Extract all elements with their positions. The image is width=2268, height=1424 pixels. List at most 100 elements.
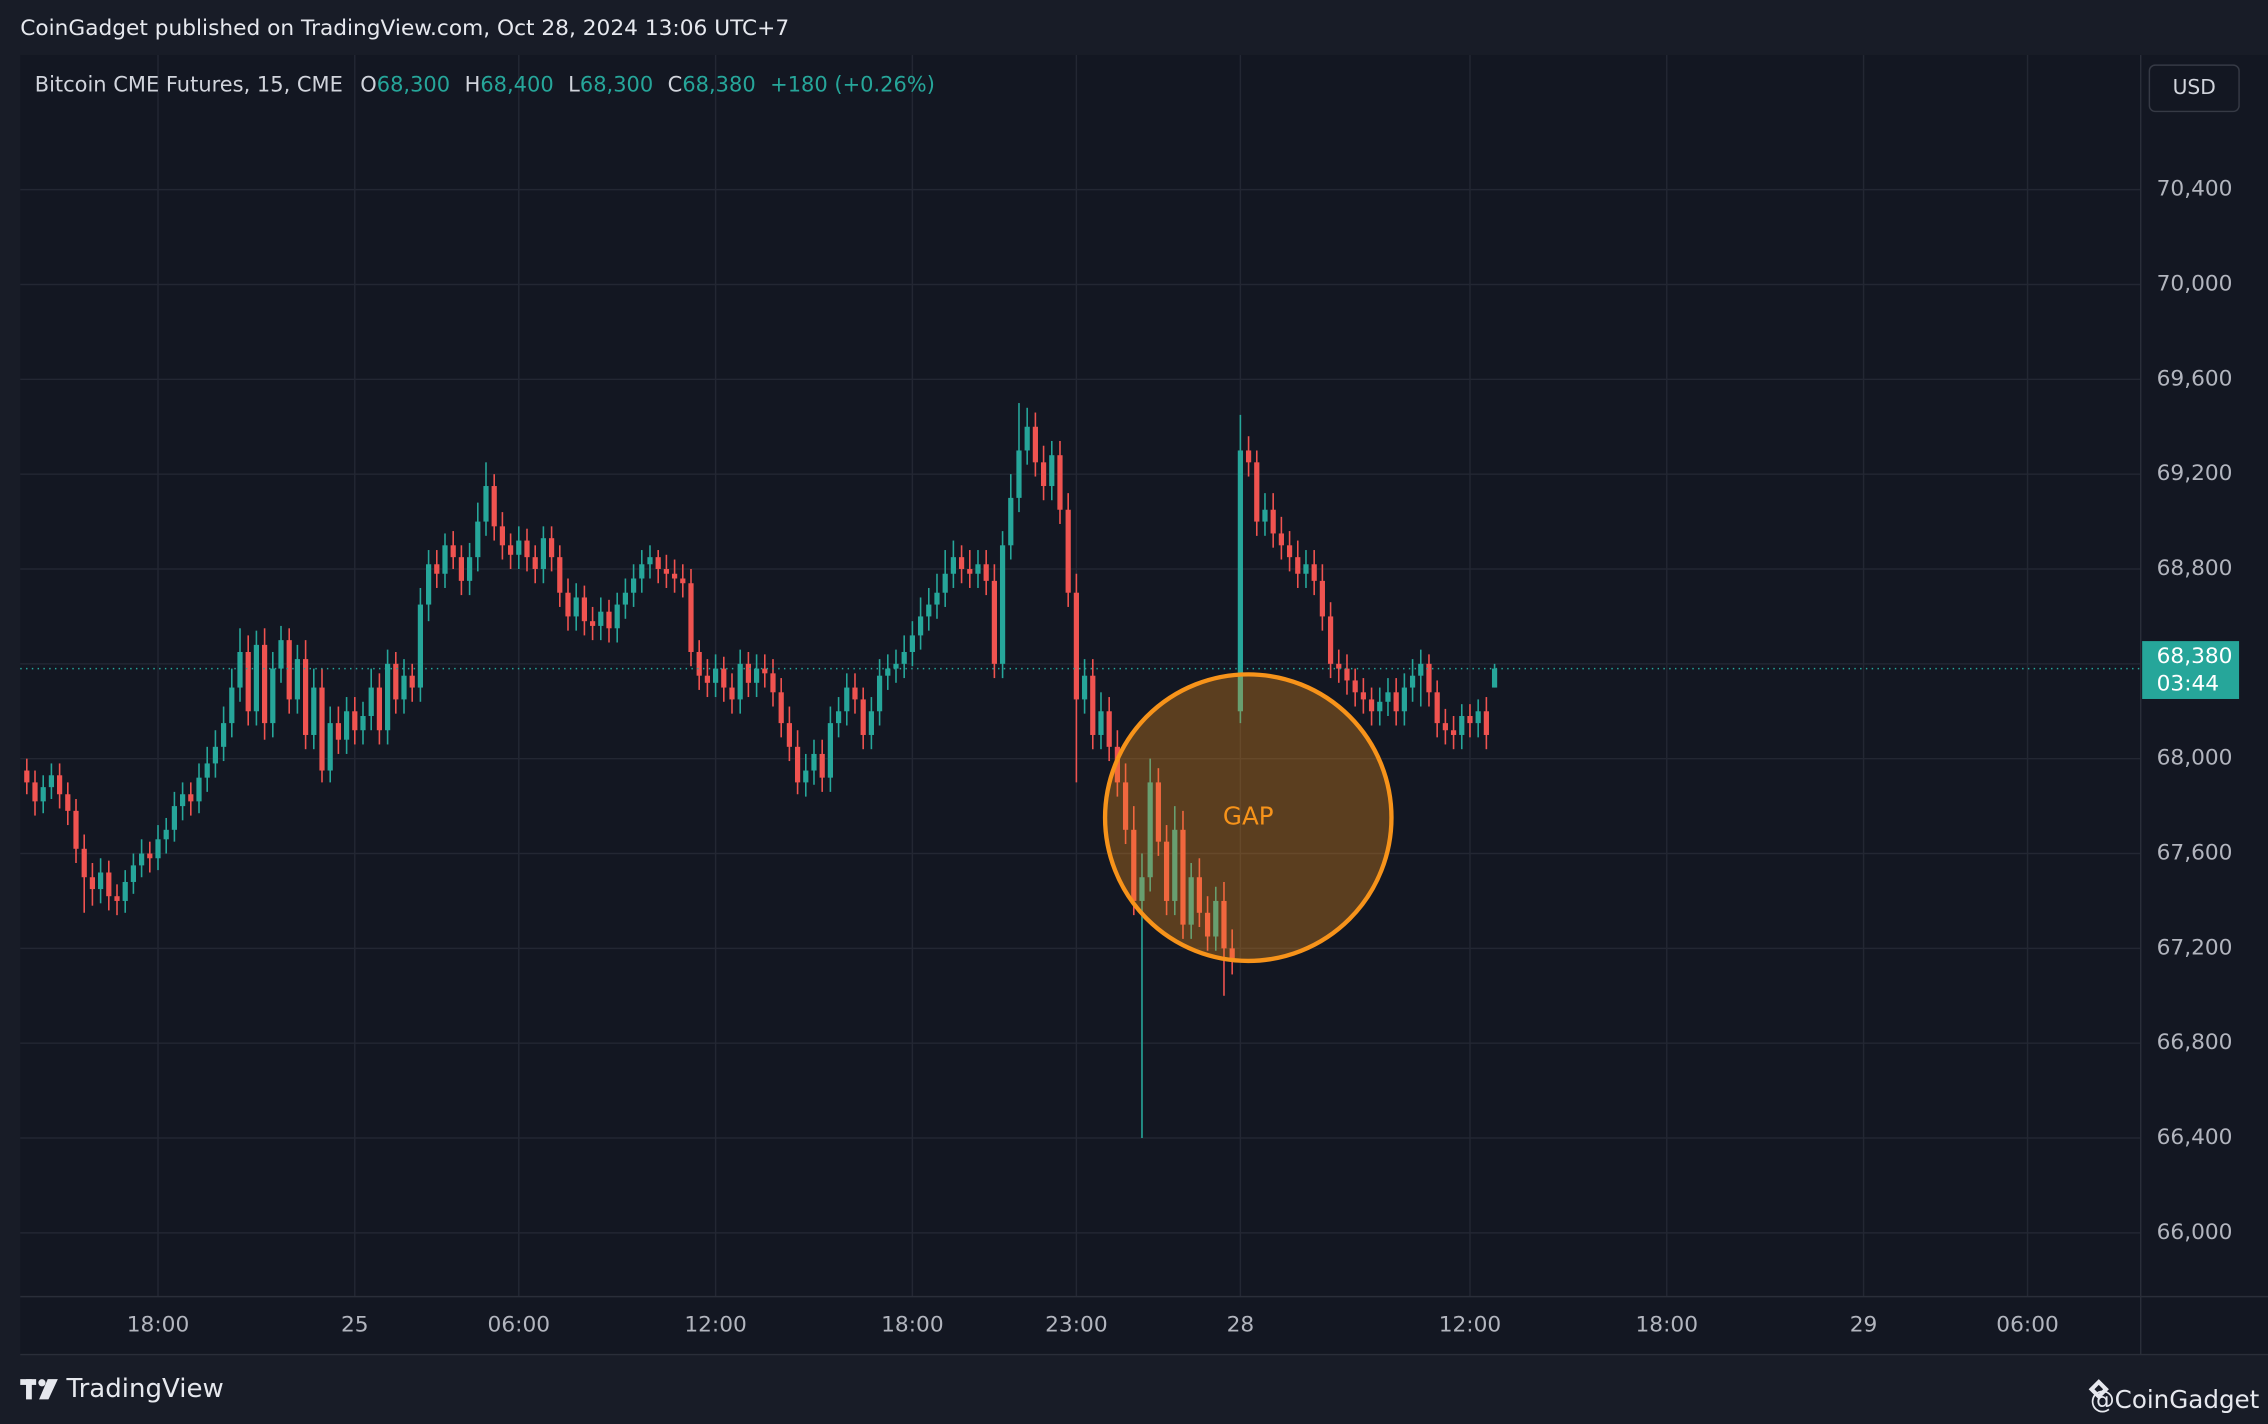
candle-body [1270,509,1276,534]
candle-body [1352,680,1358,693]
candle-body [311,687,317,735]
candle-body [1450,730,1457,735]
candle-body [1278,533,1284,546]
candle-body [327,723,333,771]
candle-body [721,668,727,688]
candle-body [917,616,924,636]
candle-body [909,635,915,652]
candle-body [901,651,907,664]
candle-body [622,592,628,605]
candle-body [958,557,965,570]
candle-body [1106,711,1112,747]
candle-body [524,540,530,558]
x-tick-label: 18:00 [127,1313,189,1338]
y-tick-label: 66,000 [2157,1220,2233,1245]
candle-body [1049,455,1055,487]
candle-body [466,557,473,581]
candle-body [1040,462,1047,487]
candle-body [565,592,571,617]
countdown: 03:44 [2157,672,2219,697]
candle-body [1122,782,1129,830]
candle-body [48,775,55,788]
candle-body [163,829,169,840]
candle-body [1286,545,1293,558]
candle-body [81,848,87,878]
candle-body [221,723,227,747]
x-tick-label: 25 [341,1313,369,1338]
candle-body [1368,699,1375,712]
candle-body [573,597,579,617]
candle-body [1491,668,1498,688]
legend-key: O [360,72,377,96]
candle-body [180,794,186,807]
candle-body [278,640,284,669]
x-tick-label: 23:00 [1045,1313,1107,1338]
candle-body [139,853,145,866]
candle-body [778,692,784,724]
candle-body [106,872,112,897]
candle-body [532,557,538,570]
candle-body [147,853,153,859]
candle-body [409,675,415,688]
brand: TradingView [66,1374,224,1404]
candle-body [1245,450,1252,463]
candle-body [1377,701,1383,712]
legend-key: C [668,72,683,96]
candle-body [1196,877,1202,913]
candle-body [319,687,325,771]
candle-body [40,787,46,802]
y-tick-label: 67,200 [2157,935,2233,960]
candle-body [745,663,751,683]
candle-body [114,896,120,901]
candle-body [425,564,432,605]
candle-body [885,668,891,676]
candle-body [753,668,760,683]
candle-body [1327,616,1334,664]
candle-body [942,573,948,593]
x-tick-label: 28 [1227,1313,1255,1338]
candle-body [491,486,497,527]
candle-body [1409,675,1416,688]
candle-body [688,583,694,652]
candle-body [762,668,768,674]
candle-body [253,644,260,712]
candle-body [926,604,932,617]
currency-button[interactable] [2148,64,2240,113]
y-tick-label: 70,400 [2157,177,2233,202]
legend-value: 68,400 [480,72,553,96]
candle-body [598,611,604,626]
candle-body [57,775,63,795]
currency[interactable]: USD [2173,75,2216,99]
candle-body [1262,509,1268,522]
x-tick-label: 06:00 [488,1313,550,1338]
candle-body [770,673,776,693]
publisher: CoinGadget published on TradingView.com,… [20,16,789,41]
x-tick-label: 12:00 [1439,1313,1501,1338]
candle-body [237,651,243,688]
candle-body [934,592,940,605]
candle-body [188,794,194,802]
candle-body [1016,450,1022,498]
candle-body [696,651,702,676]
candle-body [1467,716,1473,724]
legend-value: 68,300 [377,72,450,96]
candle-body [302,659,309,735]
candle-body [393,663,399,700]
candle-body [1032,426,1038,463]
candle-body [73,810,79,849]
candle-body [1303,564,1309,574]
candle-body [360,716,366,731]
candle-body [1295,557,1301,574]
y-tick-label: 66,800 [2157,1030,2233,1055]
candle-body [401,675,407,700]
candle-body [647,557,653,565]
candle-body [868,711,874,735]
candle-body [671,573,678,579]
candle-body [1393,692,1399,712]
candle-body [229,687,235,724]
y-tick-label: 69,200 [2157,461,2233,486]
candle-body [712,668,719,683]
candle-body [1221,900,1227,949]
candle-body [811,753,817,771]
